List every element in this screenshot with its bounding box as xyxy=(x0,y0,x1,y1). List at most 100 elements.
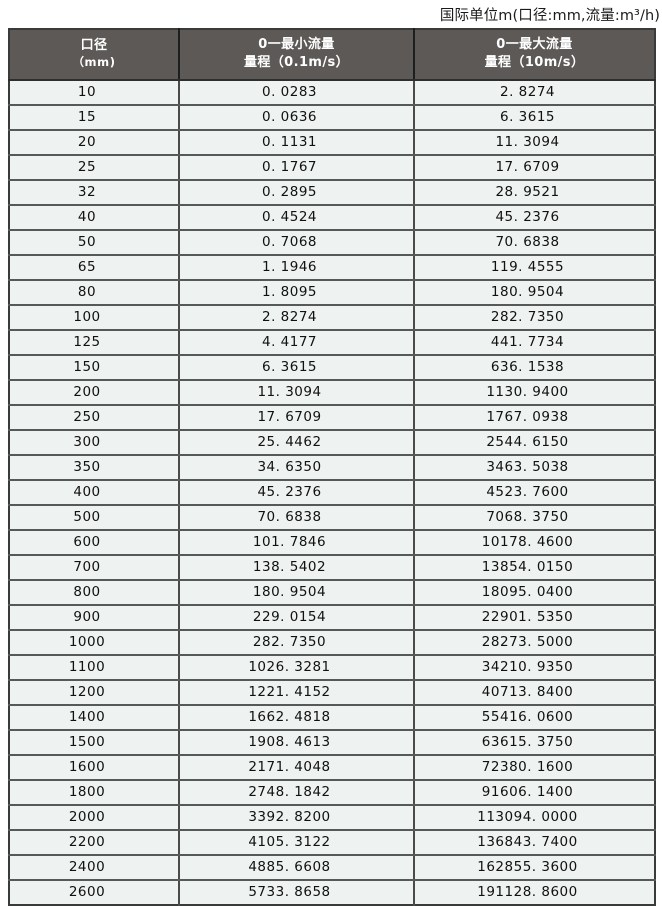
cell-min-flow: 138. 5402 xyxy=(179,555,415,582)
cell-min-flow: 5733. 8658 xyxy=(179,880,415,906)
cell-max-flow: 17. 6709 xyxy=(414,155,655,182)
cell-max-flow: 2. 8274 xyxy=(414,80,655,107)
table-row: 2000 3392. 8200 113094. 0000 xyxy=(9,805,655,832)
cell-max-flow: 136843. 7400 xyxy=(414,830,655,857)
table-row: 1200 1221. 4152 40713. 8400 xyxy=(9,680,655,707)
table-row: 2600 5733. 8658 191128. 8600 xyxy=(9,880,655,906)
table-row: 150 6. 3615 636. 1538 xyxy=(9,355,655,382)
table-row: 1800 2748. 1842 91606. 1400 xyxy=(9,780,655,807)
cell-min-flow: 4885. 6608 xyxy=(179,855,415,882)
cell-size: 2400 xyxy=(9,855,180,882)
cell-min-flow: 2748. 1842 xyxy=(179,780,415,807)
table-row: 400 45. 2376 4523. 7600 xyxy=(9,480,655,507)
table-row: 100 2. 8274 282. 7350 xyxy=(9,305,655,332)
cell-min-flow: 4105. 3122 xyxy=(179,830,415,857)
column-header-size: 口径 （mm) xyxy=(9,29,180,82)
cell-max-flow: 119. 4555 xyxy=(414,255,655,282)
cell-size: 1600 xyxy=(9,755,180,782)
column-header-max-flow: 0一最大流量 量程（10m/s） xyxy=(414,29,655,82)
cell-min-flow: 0. 1131 xyxy=(179,130,415,157)
cell-size: 65 xyxy=(9,255,180,282)
cell-min-flow: 45. 2376 xyxy=(179,480,415,507)
cell-max-flow: 70. 6838 xyxy=(414,230,655,257)
cell-min-flow: 11. 3094 xyxy=(179,380,415,407)
cell-size: 400 xyxy=(9,480,180,507)
column-header-size-line2: （mm) xyxy=(72,54,116,69)
cell-min-flow: 0. 2895 xyxy=(179,180,415,207)
cell-size: 250 xyxy=(9,405,180,432)
cell-min-flow: 1908. 4613 xyxy=(179,730,415,757)
cell-size: 40 xyxy=(9,205,180,232)
cell-size: 10 xyxy=(9,80,180,107)
table-row: 2200 4105. 3122 136843. 7400 xyxy=(9,830,655,857)
cell-size: 500 xyxy=(9,505,180,532)
cell-max-flow: 18095. 0400 xyxy=(414,580,655,607)
table-row: 80 1. 8095 180. 9504 xyxy=(9,280,655,307)
table-row: 600 101. 7846 10178. 4600 xyxy=(9,530,655,557)
cell-size: 1200 xyxy=(9,680,180,707)
cell-max-flow: 180. 9504 xyxy=(414,280,655,307)
cell-max-flow: 282. 7350 xyxy=(414,305,655,332)
table-row: 900 229. 0154 22901. 5350 xyxy=(9,605,655,632)
table-row: 1400 1662. 4818 55416. 0600 xyxy=(9,705,655,732)
table-row: 1100 1026. 3281 34210. 9350 xyxy=(9,655,655,682)
table-head: 口径 （mm) 0一最小流量 量程（0.1m/s） 0一最大流量 量程（10m/… xyxy=(9,29,655,82)
cell-size: 1800 xyxy=(9,780,180,807)
table-row: 350 34. 6350 3463. 5038 xyxy=(9,455,655,482)
cell-min-flow: 0. 7068 xyxy=(179,230,415,257)
cell-min-flow: 0. 4524 xyxy=(179,205,415,232)
flow-range-table: 口径 （mm) 0一最小流量 量程（0.1m/s） 0一最大流量 量程（10m/… xyxy=(8,28,656,906)
table-row: 40 0. 4524 45. 2376 xyxy=(9,205,655,232)
cell-size: 80 xyxy=(9,280,180,307)
cell-min-flow: 1. 1946 xyxy=(179,255,415,282)
cell-size: 50 xyxy=(9,230,180,257)
table-row: 2400 4885. 6608 162855. 3600 xyxy=(9,855,655,882)
cell-size: 700 xyxy=(9,555,180,582)
spec-table-page: 国际单位m(口径:mm,流量:m³/h) 口径 （mm) 0一最小流量 量程（0… xyxy=(8,7,660,906)
table-row: 1500 1908. 4613 63615. 3750 xyxy=(9,730,655,757)
cell-size: 2000 xyxy=(9,805,180,832)
table-body: 10 0. 0283 2. 8274 15 0. 0636 6. 3615 20 0. 113… xyxy=(9,80,655,906)
cell-max-flow: 28. 9521 xyxy=(414,180,655,207)
cell-min-flow: 0. 1767 xyxy=(179,155,415,182)
cell-min-flow: 3392. 8200 xyxy=(179,805,415,832)
cell-max-flow: 28273. 5000 xyxy=(414,630,655,657)
cell-max-flow: 22901. 5350 xyxy=(414,605,655,632)
cell-min-flow: 1662. 4818 xyxy=(179,705,415,732)
unit-note-text: 国际单位m(口径:mm,流量:m³/h) xyxy=(439,7,660,24)
cell-min-flow: 4. 4177 xyxy=(179,330,415,357)
cell-size: 1100 xyxy=(9,655,180,682)
cell-max-flow: 1767. 0938 xyxy=(414,405,655,432)
cell-size: 800 xyxy=(9,580,180,607)
cell-min-flow: 229. 0154 xyxy=(179,605,415,632)
cell-size: 2600 xyxy=(9,880,180,906)
cell-size: 900 xyxy=(9,605,180,632)
cell-min-flow: 0. 0636 xyxy=(179,105,415,132)
cell-size: 350 xyxy=(9,455,180,482)
cell-max-flow: 13854. 0150 xyxy=(414,555,655,582)
cell-size: 125 xyxy=(9,330,180,357)
column-header-min-flow-line1: 0一最小流量 xyxy=(258,37,335,52)
cell-max-flow: 1130. 9400 xyxy=(414,380,655,407)
column-header-max-flow-line1: 0一最大流量 xyxy=(496,37,573,52)
cell-max-flow: 113094. 0000 xyxy=(414,805,655,832)
table-row: 800 180. 9504 18095. 0400 xyxy=(9,580,655,607)
cell-max-flow: 6. 3615 xyxy=(414,105,655,132)
cell-size: 200 xyxy=(9,380,180,407)
table-row: 300 25. 4462 2544. 6150 xyxy=(9,430,655,457)
cell-size: 20 xyxy=(9,130,180,157)
cell-size: 25 xyxy=(9,155,180,182)
cell-min-flow: 1221. 4152 xyxy=(179,680,415,707)
cell-size: 1400 xyxy=(9,705,180,732)
cell-size: 32 xyxy=(9,180,180,207)
cell-max-flow: 10178. 4600 xyxy=(414,530,655,557)
cell-min-flow: 1026. 3281 xyxy=(179,655,415,682)
cell-min-flow: 2171. 4048 xyxy=(179,755,415,782)
cell-min-flow: 34. 6350 xyxy=(179,455,415,482)
cell-max-flow: 2544. 6150 xyxy=(414,430,655,457)
table-row: 200 11. 3094 1130. 9400 xyxy=(9,380,655,407)
cell-size: 2200 xyxy=(9,830,180,857)
cell-min-flow: 2. 8274 xyxy=(179,305,415,332)
table-header-row: 口径 （mm) 0一最小流量 量程（0.1m/s） 0一最大流量 量程（10m/… xyxy=(9,29,655,82)
table-row: 15 0. 0636 6. 3615 xyxy=(9,105,655,132)
